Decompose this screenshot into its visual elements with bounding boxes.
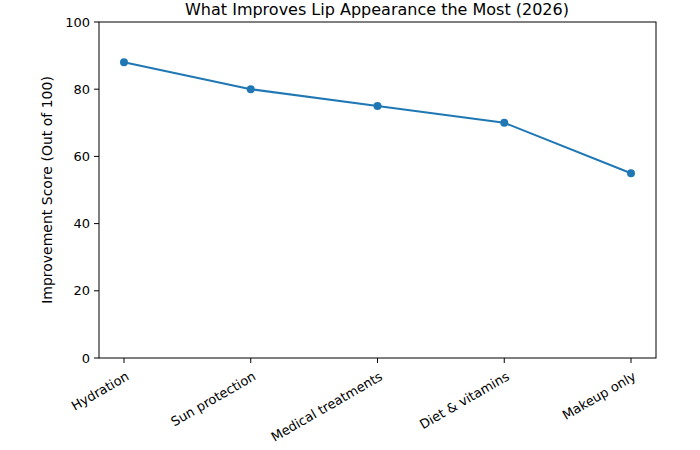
line-chart: What Improves Lip Appearance the Most (2… (0, 0, 700, 450)
y-axis-label: Improvement Score (Out of 100) (39, 76, 55, 304)
data-point-marker (627, 169, 635, 177)
y-tick-label: 0 (82, 351, 90, 366)
chart-title: What Improves Lip Appearance the Most (2… (185, 0, 569, 19)
y-tick-label: 100 (65, 15, 90, 30)
x-tick-label: Medical treatments (268, 369, 385, 445)
x-tick-label: Makeup only (560, 368, 639, 422)
data-point-marker (247, 85, 255, 93)
plot-border (99, 22, 656, 358)
y-tick-label: 20 (73, 283, 90, 298)
x-tick-label: Hydration (69, 369, 132, 414)
y-tick-label: 40 (73, 216, 90, 231)
data-point-marker (374, 102, 382, 110)
figure: What Improves Lip Appearance the Most (2… (0, 0, 700, 450)
data-point-marker (500, 119, 508, 127)
x-tick-label: Diet & vitamins (417, 368, 512, 431)
data-point-marker (120, 58, 128, 66)
x-tick-label: Sun protection (168, 369, 258, 430)
y-tick-label: 80 (73, 82, 90, 97)
y-tick-label: 60 (73, 149, 90, 164)
data-line (124, 62, 631, 173)
plot-area: 0 20 40 60 80 100 Hydration Sun protectionMedic… (65, 15, 656, 445)
